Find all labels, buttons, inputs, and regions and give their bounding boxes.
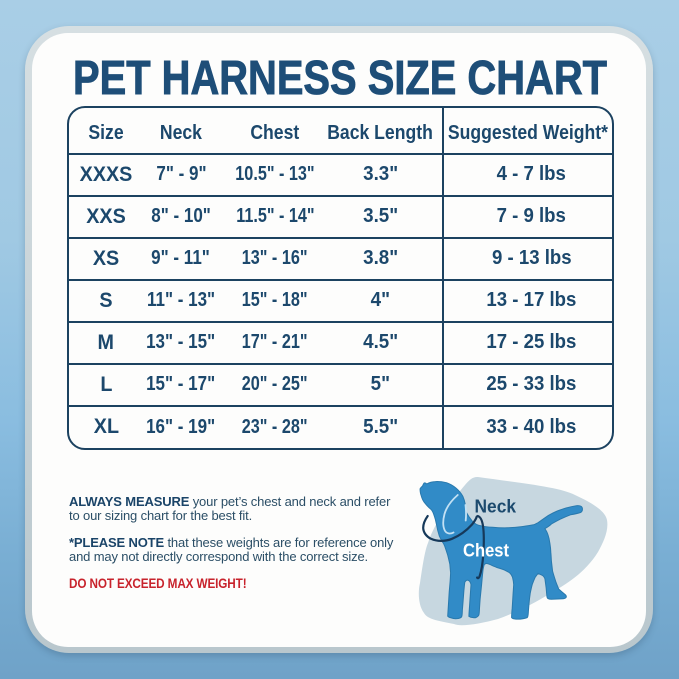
svg-text:Chest: Chest [463, 541, 509, 561]
svg-text:Neck: Neck [475, 497, 517, 517]
svg-text:PET HARNESS SIZE CHART: PET HARNESS SIZE CHART [73, 52, 607, 105]
